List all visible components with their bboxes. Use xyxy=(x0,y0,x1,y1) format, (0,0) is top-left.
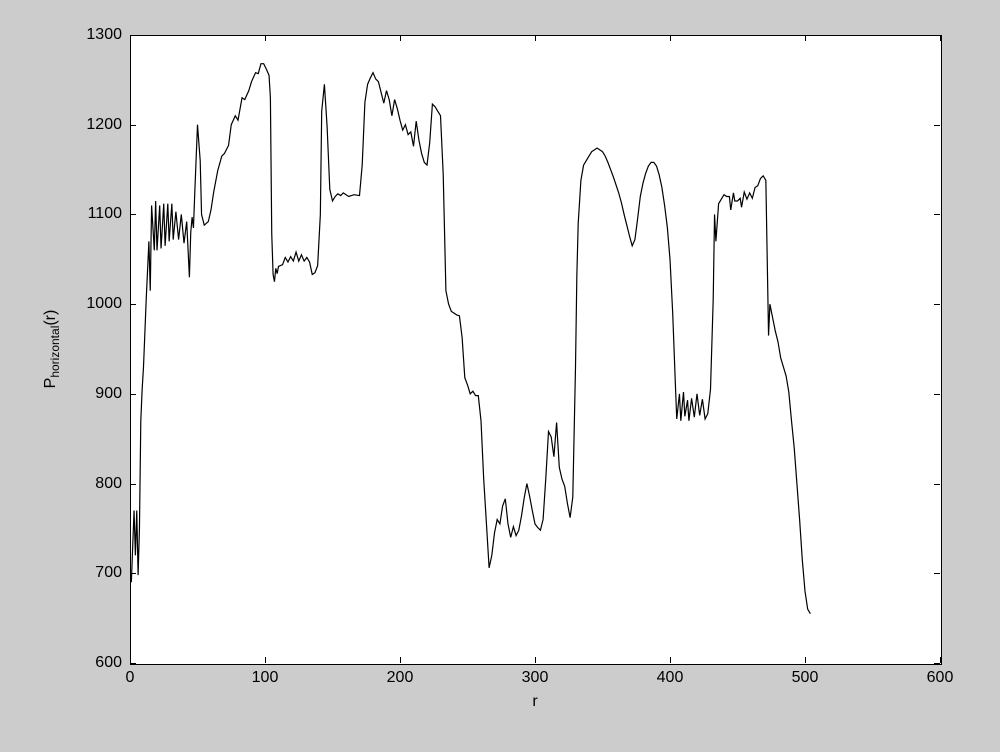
figure-container: 0 100 200 300 400 500 600 600 700 800 900 1000 1100 1… xyxy=(0,0,1000,752)
x-tick-mark-top xyxy=(940,35,941,41)
line-plot xyxy=(130,35,940,663)
y-axis-label-main: P xyxy=(42,378,59,389)
y-axis-label-sub: horizontal xyxy=(48,326,62,378)
data-line xyxy=(131,64,810,614)
y-axis-label-suffix: (r) xyxy=(42,310,59,326)
x-tick-label: 500 xyxy=(792,669,819,687)
x-tick-label: 300 xyxy=(522,669,549,687)
y-axis-label: Phorizontal(r) xyxy=(42,310,62,389)
y-tick-mark-right xyxy=(934,663,940,664)
y-tick-label: 1100 xyxy=(88,205,122,223)
x-tick-label: 200 xyxy=(387,669,414,687)
x-tick-label: 600 xyxy=(927,669,954,687)
y-tick-label: 600 xyxy=(95,654,122,672)
y-tick-label: 800 xyxy=(95,475,122,493)
y-tick-label: 700 xyxy=(95,564,122,582)
y-tick-mark xyxy=(130,663,136,664)
y-tick-label: 1300 xyxy=(86,26,122,44)
x-tick-label: 100 xyxy=(252,669,279,687)
y-tick-label: 1000 xyxy=(86,295,122,313)
x-axis-label: r xyxy=(532,693,537,711)
x-tick-mark xyxy=(940,657,941,663)
x-tick-label: 0 xyxy=(126,669,135,687)
y-tick-label: 900 xyxy=(95,385,122,403)
y-tick-label: 1200 xyxy=(86,116,122,134)
x-tick-label: 400 xyxy=(657,669,684,687)
